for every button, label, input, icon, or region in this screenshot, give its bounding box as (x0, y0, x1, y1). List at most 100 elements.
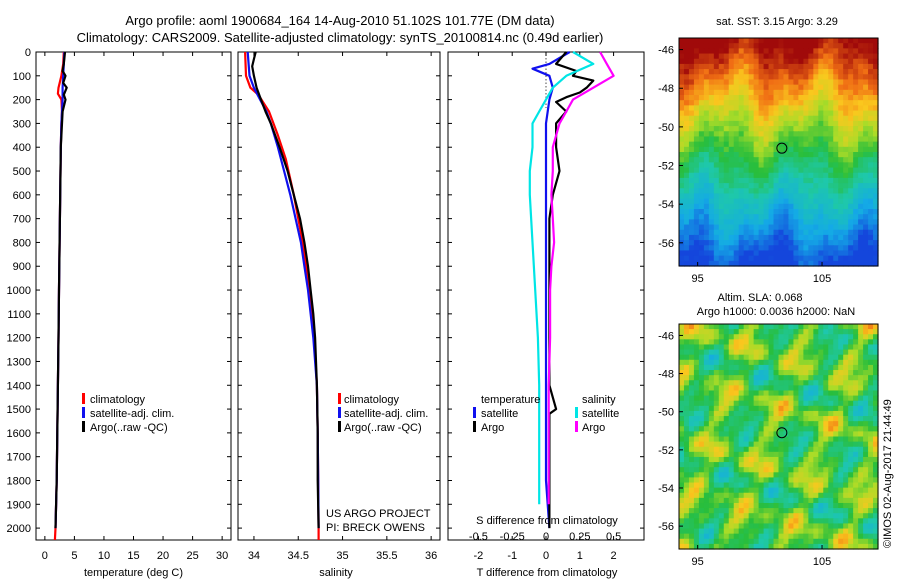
sla-heatmap-cell (679, 349, 685, 356)
sla-heatmap-cell (693, 421, 700, 427)
sla-heatmap-cell (773, 339, 780, 346)
sst-heatmap-cell (823, 63, 829, 70)
sla-heatmap-cell (733, 344, 740, 351)
sst-heatmap-cell (679, 219, 685, 226)
sla-heatmap-cell (763, 421, 770, 427)
sla-heatmap-cell (833, 533, 839, 540)
sla-heatmap-cell (858, 421, 864, 427)
sst-heatmap-cell (703, 229, 710, 236)
sla-heatmap-cell (863, 349, 869, 356)
sla-heatmap-cell (828, 400, 834, 407)
sla-heatmap-cell (858, 528, 864, 535)
sst-heatmap-cell (708, 63, 715, 70)
sla-heatmap-cell (698, 364, 705, 371)
sla-heatmap-cell (853, 508, 859, 514)
sst-heatmap-cell (723, 53, 730, 60)
sla-heatmap-cell (803, 523, 809, 530)
sst-heatmap-cell (713, 105, 720, 112)
sla-heatmap-cell (758, 456, 765, 463)
sst-heatmap-cell (828, 48, 834, 55)
sst-heatmap-cell (738, 224, 745, 231)
sla-heatmap-cell (743, 431, 750, 438)
sla-heatmap-cell (873, 426, 879, 432)
sst-heatmap-cell (728, 229, 735, 236)
sst-heatmap-cell (813, 126, 819, 132)
sla-heatmap-cell (703, 462, 710, 468)
sla-heatmap-cell (679, 441, 685, 448)
sst-heatmap-cell (768, 260, 775, 267)
sst-heatmap-cell (693, 157, 700, 163)
sla-heatmap-cell (693, 431, 700, 438)
sst-heatmap-cell (813, 219, 819, 226)
sst-heatmap-cell (828, 188, 834, 195)
sla-heatmap-cell (843, 456, 849, 463)
sla-heatmap-cell (788, 467, 795, 473)
sla-heatmap-cell (733, 339, 740, 346)
sst-heatmap-cell (793, 79, 799, 86)
sst-heatmap-cell (728, 74, 735, 81)
sst-heatmap-cell (793, 234, 799, 241)
sst-heatmap-cell (703, 177, 710, 184)
sst-heatmap-cell (808, 69, 814, 75)
sla-heatmap-cell (783, 390, 790, 397)
sst-heatmap-cell (748, 224, 755, 231)
sst-heatmap-cell (683, 74, 690, 81)
sst-heatmap-cell (733, 53, 740, 60)
sla-heatmap-cell (863, 359, 869, 366)
sst-heatmap-cell (758, 172, 765, 179)
sla-heatmap-cell (708, 508, 715, 514)
sla-heatmap-cell (713, 451, 720, 458)
sst-heatmap-cell (818, 157, 824, 163)
sst-heatmap-cell (798, 260, 804, 267)
sst-heatmap-cell (688, 110, 695, 117)
sst-heatmap-cell (733, 136, 740, 143)
sla-heatmap-cell (773, 523, 780, 530)
sst-heatmap-cell (728, 203, 735, 210)
sst-heatmap-cell (728, 79, 735, 86)
sla-heatmap-cell (758, 513, 765, 519)
sst-heatmap-cell (713, 110, 720, 117)
sla-heatmap-cell (858, 441, 864, 448)
sla-heatmap-cell (838, 533, 844, 540)
sst-heatmap-cell (679, 48, 685, 55)
sst-heatmap-cell (763, 79, 770, 86)
sst-heatmap-cell (803, 110, 809, 117)
sst-heatmap-cell (723, 214, 730, 220)
sla-heatmap-cell (828, 472, 834, 479)
sla-heatmap-cell (763, 395, 770, 402)
sla-heatmap-cell (758, 375, 765, 381)
sla-heatmap-cell (713, 421, 720, 427)
depth-tick-label: 2000 (7, 523, 31, 535)
figure-title-line-2: Climatology: CARS2009. Satellite-adjuste… (77, 30, 604, 45)
sla-heatmap-cell (758, 492, 765, 499)
sst-heatmap-cell (693, 209, 700, 215)
sst-heatmap-cell (803, 219, 809, 226)
sst-heatmap-cell (733, 120, 740, 127)
sla-heatmap-cell (863, 492, 869, 499)
sla-heatmap-cell (818, 528, 824, 535)
sla-heatmap-cell (788, 400, 795, 407)
sst-heatmap-cell (873, 126, 879, 132)
sst-heatmap-cell (803, 84, 809, 91)
sla-heatmap-cell (723, 477, 730, 484)
sla-heatmap-cell (848, 370, 854, 376)
sst-heatmap-cell (833, 146, 839, 153)
sla-heatmap-cell (848, 451, 854, 458)
sst-heatmap-cell (863, 198, 869, 205)
sla-heatmap-cell (808, 523, 814, 530)
sla-heatmap-cell (803, 487, 809, 494)
sla-heatmap-cell (683, 543, 690, 550)
sst-heatmap-cell (803, 177, 809, 184)
sst-heatmap-cell (778, 53, 785, 60)
sla-heatmap-cell (728, 426, 735, 432)
sst-heatmap-cell (713, 214, 720, 220)
sst-heatmap-cell (823, 79, 829, 86)
sla-heatmap-cell (683, 528, 690, 535)
sst-heatmap-cell (713, 74, 720, 81)
sla-heatmap-cell (873, 410, 879, 417)
sla-heatmap-cell (838, 395, 844, 402)
temperature-tick-label: 15 (127, 550, 139, 562)
sst-heatmap-cell (858, 95, 864, 101)
sla-heatmap-cell (778, 364, 785, 371)
sst-heatmap-cell (793, 214, 799, 220)
